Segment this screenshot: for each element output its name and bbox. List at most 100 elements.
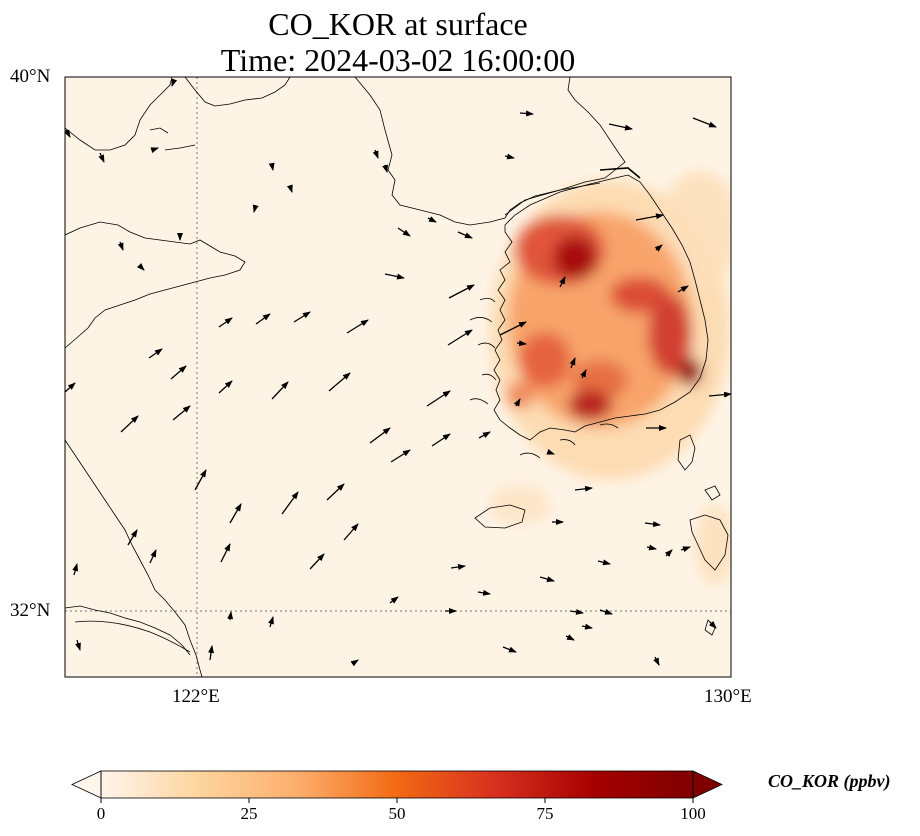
wind-arrow [150,147,159,154]
wind-arrow [448,284,475,299]
wind-arrow [677,285,689,293]
wind-arrow [664,549,673,558]
wind-arrow [608,123,633,131]
colorbar-gradient [101,771,693,798]
wind-arrow [692,117,717,128]
colorbar-tick-label: 50 [388,804,406,823]
wind-arrow [65,382,76,393]
wind-arrow [149,549,157,564]
wind-arrow [427,216,437,223]
wind-arrow [546,448,555,455]
wind-arrow [369,427,391,444]
wind-arrow [397,227,411,237]
wind-arrow [580,369,587,379]
coastlines [65,77,729,677]
wind-arrow [127,529,138,546]
wind-arrow [75,639,81,651]
wind-arrow [565,634,575,641]
wind-arrow [218,317,233,328]
wind-arrow [504,153,515,160]
lat-tick-label-32: 32°N [10,600,51,621]
wind-arrow [390,449,411,463]
wind-arrow [208,645,214,661]
map-frame [64,76,732,678]
wind-arrow [431,433,451,447]
wind-arrow [326,483,345,501]
wind-arrow [708,391,731,398]
wind-arrow [574,485,593,492]
wind-arrow [599,608,613,615]
wind-arrow [218,380,233,394]
colorbar-tick-label: 0 [96,804,106,823]
wind-arrow [447,329,473,346]
wind-arrow [120,415,139,433]
wind-arrow [346,319,369,334]
wind-arrow [426,390,451,407]
colorbar-label: CO_KOR (ppbv) [768,771,891,791]
wind-arrow [268,162,275,171]
wind-arrow [597,559,611,566]
wind-arrow [286,184,293,193]
wind-arrow [227,611,234,621]
colorbar-extend-high [692,770,723,799]
wind-arrow [581,623,593,630]
wind-arrow [293,311,311,323]
wind-arrow [516,340,527,347]
colorbar [71,770,723,803]
wind-arrow [384,273,405,280]
wind-arrow [502,646,517,653]
wind-arrow [281,491,299,515]
wind-arrow [172,405,191,421]
wind-arrow [513,398,521,407]
wind-arrow [680,546,691,553]
wind-arrow [229,503,242,524]
wind-arrow [350,659,359,667]
wind-arrow [268,616,274,628]
wind-arrow [343,523,359,541]
map-plot-area [65,77,731,677]
wind-arrow [170,365,187,380]
wind-arrow [194,469,207,491]
wind-arrow [478,431,491,439]
wind-arrow [708,620,717,629]
colorbar-tick-label: 75 [536,804,554,823]
wind-arrow [539,576,555,582]
wind-arrow [255,313,271,325]
colorbar-tick-label: 100 [680,804,706,823]
wind-arrow [644,521,661,528]
wind-arrow [646,544,657,551]
map-title-line1: CO_KOR at surface [268,6,528,42]
map-title-line2: Time: 2024-03-02 16:00:00 [220,42,576,78]
lat-tick-label-40: 40°N [10,66,51,87]
wind-vectors [65,78,731,667]
wind-arrow [220,543,231,563]
wind-arrow [252,204,259,213]
wind-arrow [72,563,79,576]
wind-arrow [148,348,163,359]
wind-arrow [65,129,71,138]
co-concentration-field [490,170,731,585]
colorbar-extend-low [71,770,102,799]
wind-arrow [569,608,584,615]
wind-arrow [98,152,105,163]
wind-arrow [519,110,534,117]
wind-arrow [171,78,178,87]
wind-arrow [136,262,145,271]
wind-arrow [569,357,576,369]
wind-arrow [372,149,379,159]
wind-arrow [477,589,491,596]
wind-arrow [654,244,663,252]
wind-arrow [499,321,527,336]
wind-arrow [389,596,399,604]
lon-tick-label-122: 122°E [172,686,220,707]
wind-arrow [635,213,664,221]
wind-arrow [457,231,473,239]
wind-arrow [117,241,124,251]
wind-arrow [271,381,289,400]
wind-arrow [559,276,566,288]
wind-arrow [450,564,466,570]
wind-arrow [382,164,388,173]
wind-arrow [309,553,325,570]
wind-arrow [653,656,660,666]
